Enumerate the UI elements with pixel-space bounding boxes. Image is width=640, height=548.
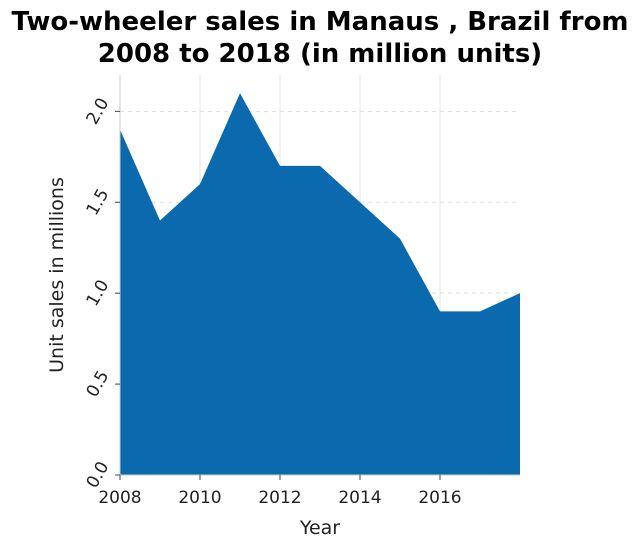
- y-tick-label: 0.0: [83, 458, 114, 491]
- chart-title-line-2: 2008 to 2018 (in million units): [98, 39, 542, 69]
- y-tick-label: 1.0: [83, 276, 114, 309]
- x-tick-label: 2012: [258, 488, 301, 508]
- x-tick-label: 2010: [178, 488, 221, 508]
- chart-title-line-1: Two-wheeler sales in Manaus , Brazil fro…: [11, 7, 628, 37]
- y-axis-label: Unit sales in millions: [46, 177, 68, 373]
- x-tick-label: 2016: [418, 488, 461, 508]
- y-tick-label: 0.5: [83, 367, 114, 400]
- area-series: [120, 93, 520, 475]
- y-tick-label: 2.0: [83, 95, 114, 128]
- y-tick-label: 1.5: [83, 186, 114, 219]
- x-axis-label: Year: [299, 517, 340, 539]
- x-tick-label: 2008: [98, 488, 141, 508]
- x-tick-label: 2014: [338, 488, 381, 508]
- plot-area: [120, 93, 520, 475]
